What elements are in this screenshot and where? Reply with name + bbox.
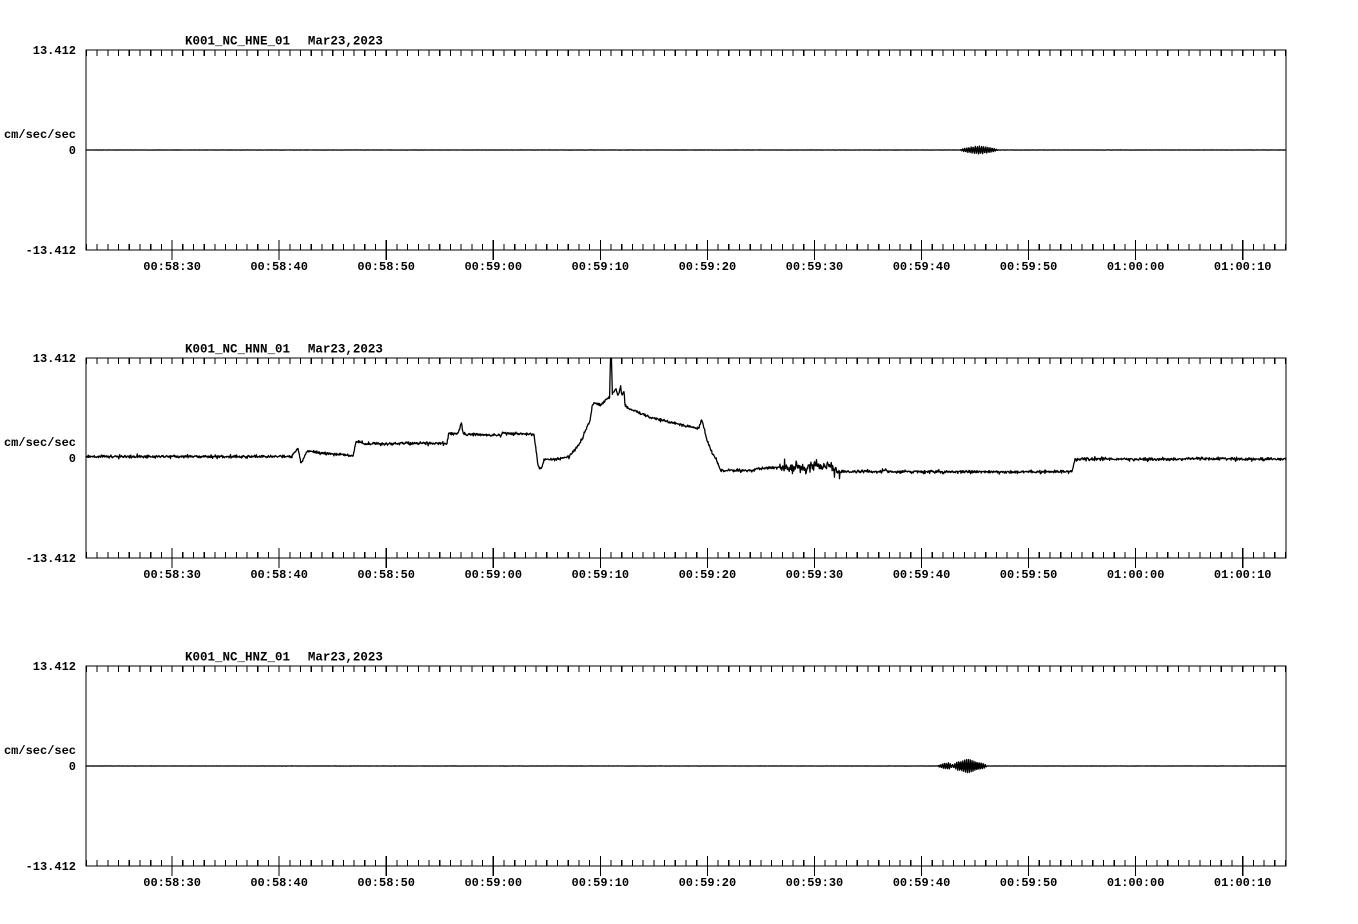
svg-text:00:59:50: 00:59:50 <box>1000 260 1058 274</box>
svg-text:13.412: 13.412 <box>33 44 76 58</box>
svg-text:cm/sec/sec: cm/sec/sec <box>4 436 76 450</box>
svg-text:00:59:30: 00:59:30 <box>786 260 844 274</box>
svg-text:00:59:10: 00:59:10 <box>572 568 630 582</box>
svg-text:00:59:00: 00:59:00 <box>464 568 522 582</box>
svg-text:00:58:50: 00:58:50 <box>357 568 415 582</box>
svg-text:00:59:30: 00:59:30 <box>786 568 844 582</box>
svg-text:00:59:20: 00:59:20 <box>679 568 737 582</box>
svg-text:-13.412: -13.412 <box>26 552 76 566</box>
svg-text:00:59:00: 00:59:00 <box>464 876 522 890</box>
svg-text:00:58:50: 00:58:50 <box>357 260 415 274</box>
svg-text:K001_NC_HNZ_01: K001_NC_HNZ_01 <box>185 650 290 664</box>
svg-text:00:59:40: 00:59:40 <box>893 260 951 274</box>
svg-text:Mar23,2023: Mar23,2023 <box>308 34 383 48</box>
svg-text:00:59:20: 00:59:20 <box>679 876 737 890</box>
svg-text:01:00:00: 01:00:00 <box>1107 568 1165 582</box>
svg-text:00:59:50: 00:59:50 <box>1000 876 1058 890</box>
svg-text:K001_NC_HNE_01: K001_NC_HNE_01 <box>185 34 290 48</box>
svg-text:00:59:20: 00:59:20 <box>679 260 737 274</box>
svg-text:01:00:00: 01:00:00 <box>1107 876 1165 890</box>
svg-text:00:59:00: 00:59:00 <box>464 260 522 274</box>
svg-text:00:59:30: 00:59:30 <box>786 876 844 890</box>
svg-text:01:00:10: 01:00:10 <box>1214 568 1272 582</box>
svg-text:-13.412: -13.412 <box>26 860 76 874</box>
svg-text:-13.412: -13.412 <box>26 244 76 258</box>
svg-text:00:58:40: 00:58:40 <box>250 568 308 582</box>
svg-text:00:59:40: 00:59:40 <box>893 568 951 582</box>
svg-text:Mar23,2023: Mar23,2023 <box>308 342 383 356</box>
svg-text:00:59:50: 00:59:50 <box>1000 568 1058 582</box>
svg-text:0: 0 <box>69 452 76 466</box>
svg-text:00:58:40: 00:58:40 <box>250 876 308 890</box>
svg-text:00:59:10: 00:59:10 <box>572 876 630 890</box>
svg-text:00:58:50: 00:58:50 <box>357 876 415 890</box>
svg-text:0: 0 <box>69 760 76 774</box>
svg-text:00:59:40: 00:59:40 <box>893 876 951 890</box>
svg-text:00:58:30: 00:58:30 <box>143 568 201 582</box>
svg-text:00:59:10: 00:59:10 <box>572 260 630 274</box>
svg-text:cm/sec/sec: cm/sec/sec <box>4 744 76 758</box>
svg-text:0: 0 <box>69 144 76 158</box>
svg-text:K001_NC_HNN_01: K001_NC_HNN_01 <box>185 342 290 356</box>
svg-text:13.412: 13.412 <box>33 352 76 366</box>
svg-text:01:00:10: 01:00:10 <box>1214 876 1272 890</box>
svg-text:00:58:30: 00:58:30 <box>143 260 201 274</box>
svg-text:01:00:10: 01:00:10 <box>1214 260 1272 274</box>
svg-text:cm/sec/sec: cm/sec/sec <box>4 128 76 142</box>
svg-text:01:00:00: 01:00:00 <box>1107 260 1165 274</box>
svg-text:Mar23,2023: Mar23,2023 <box>308 650 383 664</box>
svg-text:00:58:40: 00:58:40 <box>250 260 308 274</box>
svg-text:13.412: 13.412 <box>33 660 76 674</box>
svg-text:00:58:30: 00:58:30 <box>143 876 201 890</box>
